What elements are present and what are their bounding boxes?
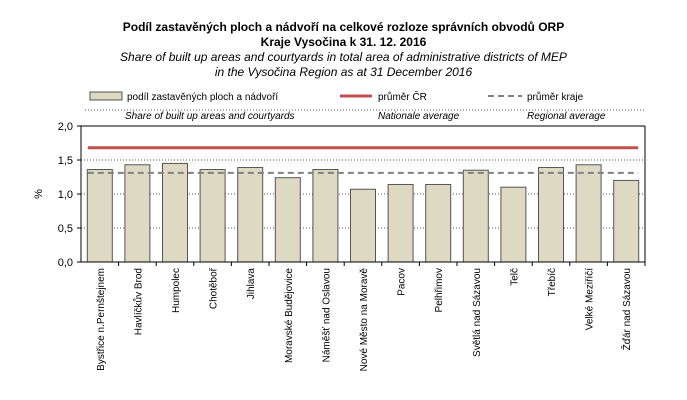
legend-sublabel-bar: Share of built up areas and courtyards (125, 111, 295, 122)
x-tick-label: Velké Meziříčí (585, 268, 596, 330)
x-tick-label: Pacov (397, 268, 408, 296)
x-tick-label: Světlá nad Sázavou (472, 268, 483, 357)
bar (237, 166, 264, 263)
x-tick-label: Moravské Budějovice (284, 268, 295, 363)
legend-label-bar: podíl zastavěných ploch a nádvoří (127, 92, 278, 103)
x-tick-label: Pelhřimov (434, 268, 445, 312)
x-tick-label: Třebíč (547, 268, 558, 296)
x-tick-label: Humpolec (171, 268, 182, 313)
x-tick-label: Jihlava (246, 268, 257, 300)
x-tick-label: Náměšť nad Oslavou (321, 268, 332, 362)
chart-title-2: Kraje Vysočina k 31. 12. 2016 (260, 35, 427, 49)
bar (462, 169, 489, 263)
bar (425, 183, 452, 263)
legend-sublabel-regional: Regional average (527, 111, 606, 122)
chart-subtitle-2: in the Vysočina Region as at 31 December… (214, 65, 473, 79)
bar (274, 177, 301, 263)
bar (86, 169, 113, 263)
x-tick-label: Bystřice n.Pernštejnem (96, 268, 107, 371)
bar (162, 162, 188, 263)
bar (500, 186, 527, 263)
bar (538, 166, 564, 263)
chart-title: Podíl zastavěných ploch a nádvoří na cel… (122, 20, 565, 34)
x-tick-label: Žďár nad Sázavou (620, 268, 633, 350)
legend-label-national: průměr ČR (378, 90, 427, 103)
bar (199, 169, 226, 263)
x-tick-label: Telč (509, 268, 520, 286)
bar (124, 164, 151, 263)
chart-subtitle: Share of built up areas and courtyards i… (120, 50, 567, 64)
bar (613, 179, 640, 263)
legend-swatch-bar (89, 91, 123, 101)
x-tick-label: Chotěboř (209, 267, 220, 309)
bar (387, 183, 414, 263)
legend-sublabel-national: Nationale average (378, 111, 460, 122)
y-tick-label: 0,5 (58, 223, 73, 235)
x-tick-label: Havlíčkův Brod (132, 268, 144, 335)
y-axis-label: % (33, 189, 45, 199)
bar (350, 188, 376, 263)
legend-label-regional: průměr kraje (527, 91, 584, 103)
y-tick-label: 1,0 (58, 189, 73, 201)
x-tick-label: Nové Město na Moravě (359, 268, 370, 372)
y-tick-label: 2,0 (58, 121, 73, 133)
bar (575, 164, 602, 263)
y-tick-label: 0,0 (58, 257, 73, 269)
y-tick-label: 1,5 (58, 155, 73, 167)
bar (312, 169, 339, 263)
